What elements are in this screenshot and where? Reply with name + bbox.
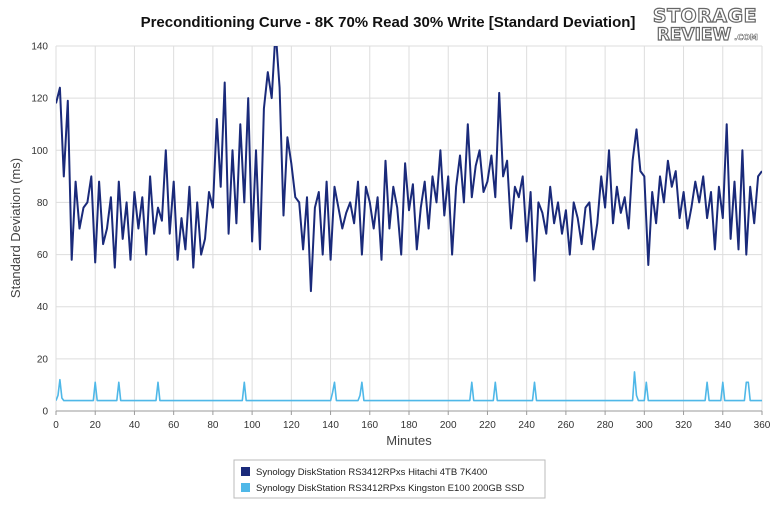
x-tick-label: 160 [361, 420, 378, 431]
legend-label-ssd: Synology DiskStation RS3412RPxs Kingston… [256, 483, 524, 494]
y-tick-label: 60 [37, 250, 49, 261]
x-tick-label: 140 [322, 420, 339, 431]
x-tick-label: 20 [90, 420, 102, 431]
x-tick-label: 260 [558, 420, 575, 431]
y-tick-label: 20 [37, 354, 49, 365]
legend: Synology DiskStation RS3412RPxs Hitachi … [233, 459, 546, 499]
x-tick-label: 120 [283, 420, 300, 431]
series-line-ssd [56, 371, 762, 402]
legend-label-hdd: Synology DiskStation RS3412RPxs Hitachi … [256, 467, 487, 478]
y-tick-label: 80 [37, 198, 49, 209]
y-axis-ticks: 0 20 40 60 80 100 120 140 [31, 42, 48, 418]
x-axis-label: Minutes [386, 433, 432, 448]
storagereview-logo: STORAGE REVIEW .COM [652, 4, 758, 45]
series-lines [56, 46, 762, 402]
legend-swatch-hdd [241, 467, 250, 476]
x-tick-label: 200 [440, 420, 457, 431]
series-line-hdd [56, 46, 762, 293]
x-tick-label: 300 [636, 420, 653, 431]
y-tick-label: 140 [31, 42, 48, 53]
x-tick-label: 320 [675, 420, 692, 431]
x-tick-label: 100 [244, 420, 261, 431]
x-tick-label: 0 [53, 420, 59, 431]
x-tick-label: 360 [754, 420, 771, 431]
y-tick-label: 100 [31, 146, 48, 157]
y-axis-label: Standard Deviation (ms) [8, 158, 23, 298]
x-tick-label: 80 [207, 420, 219, 431]
y-tick-label: 120 [31, 94, 48, 105]
x-tick-label: 180 [401, 420, 418, 431]
gridlines [55, 45, 763, 412]
y-tick-label: 40 [37, 302, 49, 313]
logo-bottom-text: REVIEW [657, 25, 732, 45]
x-tick-label: 60 [168, 420, 180, 431]
logo-suffix-text: .COM [734, 33, 758, 42]
chart-title: Preconditioning Curve - 8K 70% Read 30% … [141, 14, 636, 31]
x-tick-label: 340 [714, 420, 731, 431]
x-axis-ticks: 0 20 40 60 80 100 120 140 160 180 200 220 240 260 280 3… [53, 411, 771, 431]
x-tick-label: 40 [129, 420, 141, 431]
x-tick-label: 280 [597, 420, 614, 431]
legend-swatch-ssd [241, 483, 250, 492]
x-tick-label: 240 [518, 420, 535, 431]
legend-box [233, 459, 546, 499]
logo-top-text: STORAGE [653, 5, 757, 27]
y-tick-label: 0 [42, 407, 48, 418]
x-tick-label: 220 [479, 420, 496, 431]
